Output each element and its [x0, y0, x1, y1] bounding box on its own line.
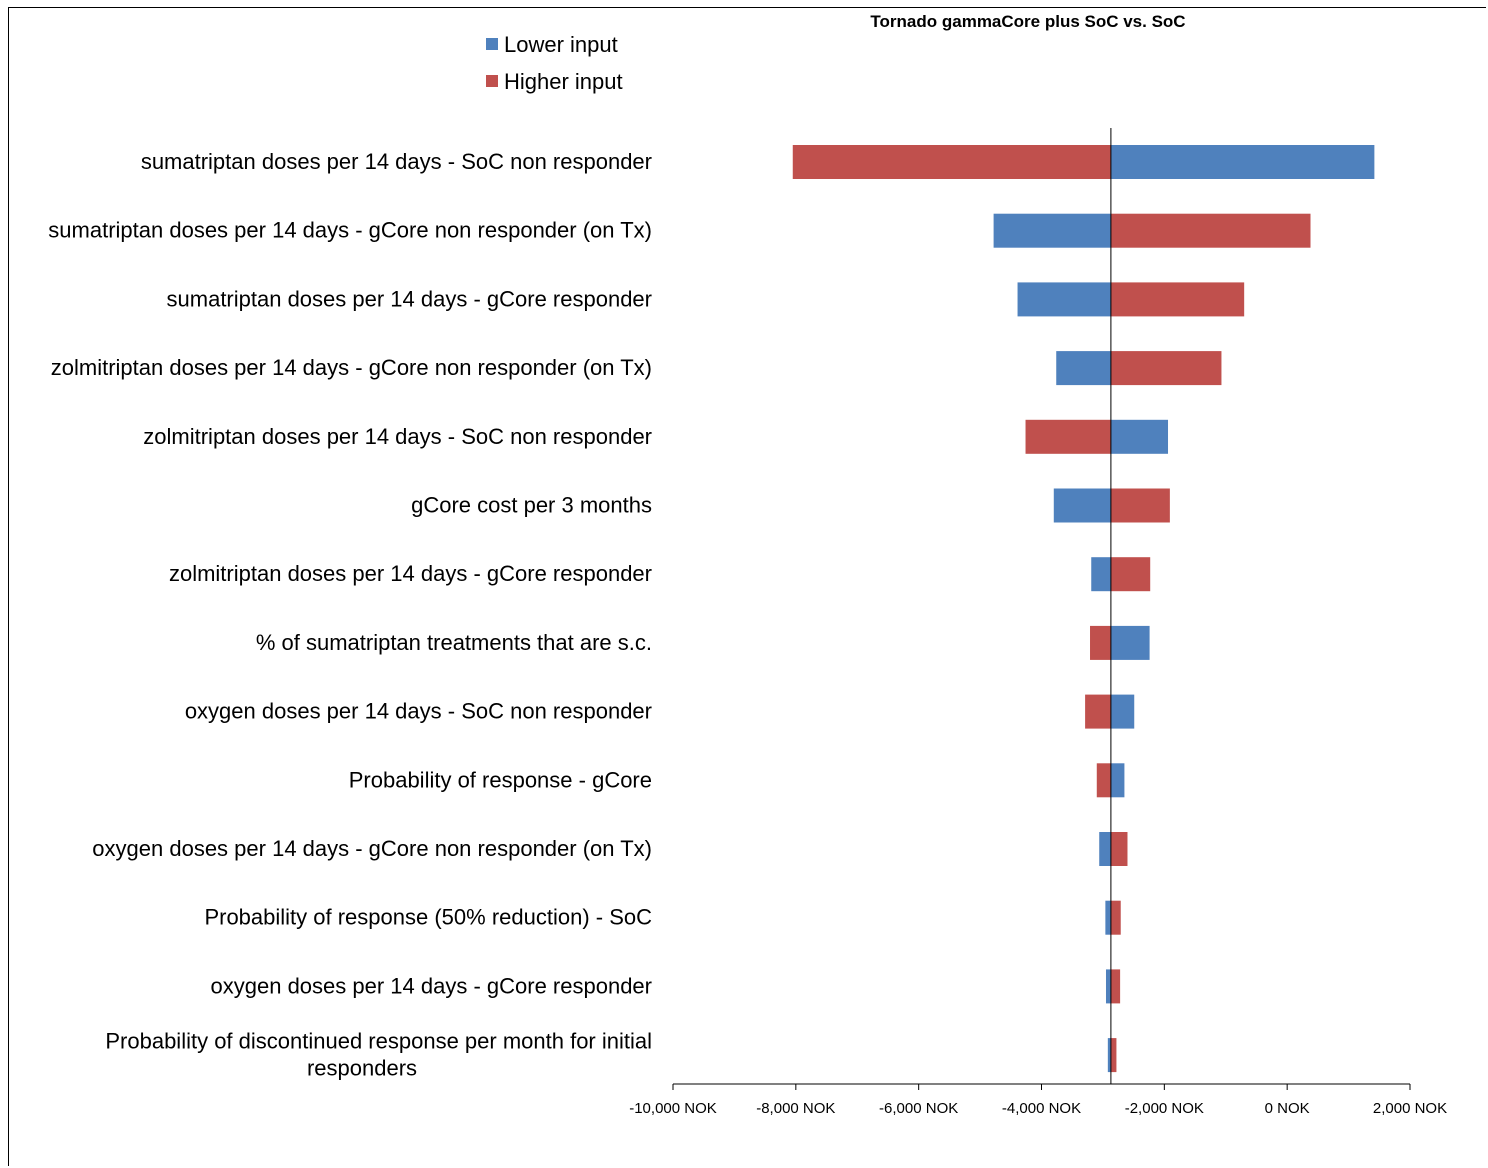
category-label: sumatriptan doses per 14 days - gCore no…	[48, 218, 652, 243]
bar-higher-input	[1085, 694, 1111, 729]
category-label: sumatriptan doses per 14 days - gCore re…	[167, 286, 652, 311]
x-tick-label: -10,000 NOK	[629, 1100, 717, 1117]
x-tick-label: 2,000 NOK	[1373, 1100, 1447, 1117]
bar-lower-input	[1099, 832, 1111, 866]
bar-lower-input	[1110, 145, 1375, 179]
bar-higher-input	[1110, 351, 1222, 386]
x-tick-label: -6,000 NOK	[879, 1100, 958, 1117]
bar-lower-input	[1053, 488, 1111, 523]
bar-lower-input	[1105, 900, 1111, 935]
category-label: responders	[307, 1056, 417, 1081]
x-tick-label: -4,000 NOK	[1002, 1100, 1081, 1117]
category-labels: sumatriptan doses per 14 days - SoC non …	[48, 149, 652, 1081]
bars	[792, 145, 1375, 1073]
category-label: zolmitriptan doses per 14 days - gCore n…	[51, 355, 652, 380]
x-tick-label: -2,000 NOK	[1125, 1100, 1204, 1117]
category-label: Probability of response - gCore	[349, 767, 652, 792]
bar-lower-input	[1110, 763, 1125, 798]
category-label: gCore cost per 3 months	[411, 493, 652, 518]
bar-lower-input	[1110, 694, 1135, 729]
bar-higher-input	[1110, 282, 1245, 317]
category-label: oxygen doses per 14 days - gCore respond…	[211, 973, 652, 998]
x-tick-label: 0 NOK	[1265, 1100, 1310, 1117]
bar-higher-input	[1110, 213, 1311, 248]
category-label: Probability of discontinued response per…	[105, 1029, 652, 1054]
bar-higher-input	[1090, 625, 1111, 660]
category-label: oxygen doses per 14 days - gCore non res…	[92, 836, 652, 861]
bar-lower-input	[1105, 969, 1111, 1004]
bar-higher-input	[1110, 1038, 1117, 1073]
x-axis: -10,000 NOK -8,000 NOK -6,000 NOK -4,000 NO…	[629, 128, 1447, 1117]
bar-lower-input	[1110, 419, 1169, 454]
bar-lower-input	[1056, 351, 1111, 386]
bar-higher-input	[1025, 419, 1111, 454]
bar-lower-input	[993, 213, 1111, 248]
legend-label-lower-input: Lower input	[504, 32, 618, 57]
bar-higher-input	[1110, 900, 1121, 935]
bar-lower-input	[1110, 625, 1150, 660]
legend: Lower input Higher input	[486, 32, 623, 94]
chart-frame	[8, 7, 1486, 1166]
bar-higher-input	[1110, 557, 1151, 592]
legend-swatch-lower-input	[486, 38, 498, 50]
category-label: oxygen doses per 14 days - SoC non respo…	[185, 699, 652, 724]
bar-higher-input	[1110, 488, 1170, 523]
bar-higher-input	[1096, 763, 1111, 798]
bar-lower-input	[1091, 557, 1111, 592]
category-label: zolmitriptan doses per 14 days - SoC non…	[143, 424, 652, 449]
legend-label-higher-input: Higher input	[504, 69, 623, 94]
category-label: Probability of response (50% reduction) …	[204, 905, 652, 930]
legend-swatch-higher-input	[486, 75, 498, 87]
category-label: % of sumatriptan treatments that are s.c…	[256, 630, 652, 655]
bar-higher-input	[792, 145, 1111, 179]
bar-lower-input	[1017, 282, 1111, 317]
bar-lower-input	[1107, 1038, 1111, 1073]
bar-higher-input	[1110, 832, 1128, 866]
bar-higher-input	[1110, 969, 1121, 1004]
category-label: zolmitriptan doses per 14 days - gCore r…	[169, 561, 652, 586]
chart-title: Tornado gammaCore plus SoC vs. SoC	[870, 12, 1185, 31]
category-label: sumatriptan doses per 14 days - SoC non …	[141, 149, 652, 174]
x-tick-label: -8,000 NOK	[756, 1100, 835, 1117]
